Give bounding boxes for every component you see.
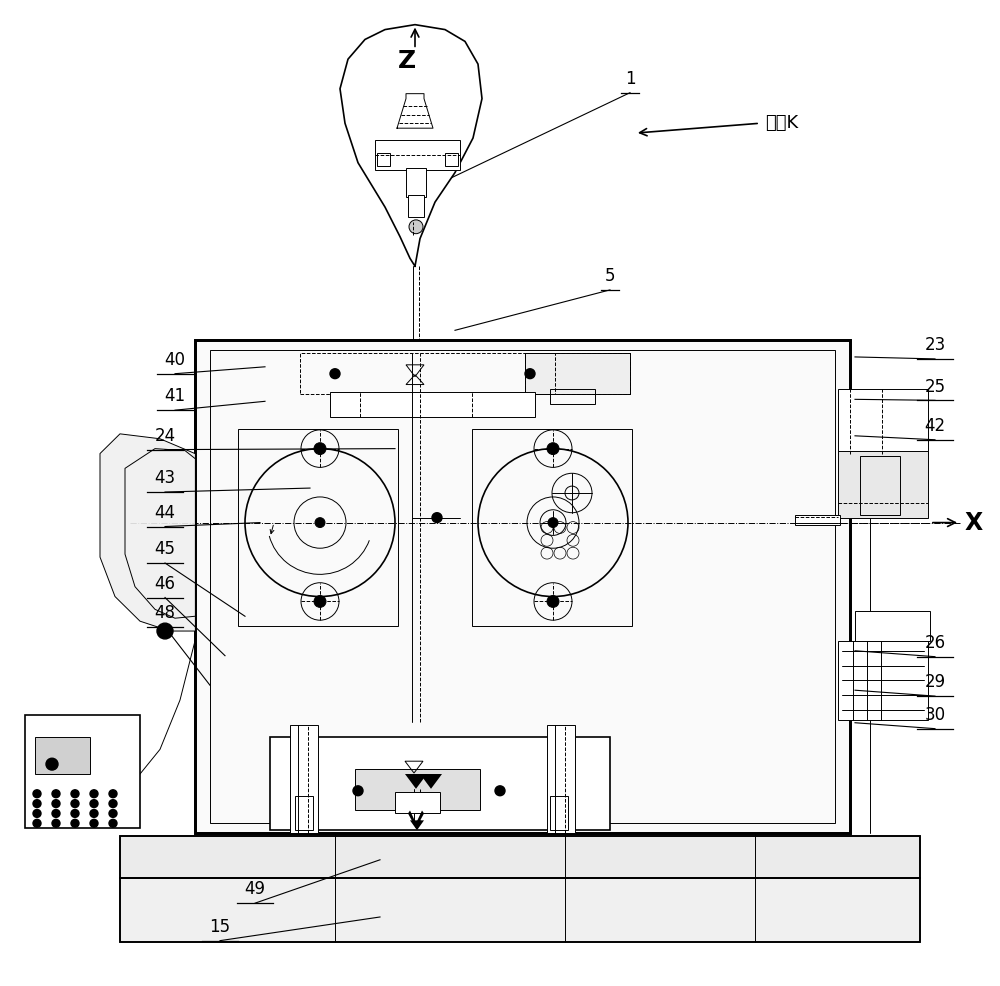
Circle shape [52,790,60,798]
Bar [355,769,480,810]
Bar [406,168,426,197]
Bar [25,715,140,828]
Circle shape [90,819,98,827]
Circle shape [157,623,173,639]
Circle shape [33,790,41,798]
Bar [120,878,920,942]
Circle shape [46,758,58,770]
Text: 29: 29 [924,673,946,691]
Bar [408,195,424,217]
Text: 局部K: 局部K [765,114,798,132]
Bar [525,353,630,394]
Text: 30: 30 [924,706,946,724]
Circle shape [109,800,117,808]
Bar [838,641,928,720]
Polygon shape [405,774,427,789]
Circle shape [71,819,79,827]
Circle shape [314,596,326,607]
Bar [35,737,90,774]
Circle shape [525,369,535,379]
Circle shape [52,800,60,808]
Bar [330,392,535,417]
Bar [860,456,900,515]
Circle shape [109,790,117,798]
Text: 48: 48 [154,604,176,622]
Text: 15: 15 [209,918,231,936]
Circle shape [109,819,117,827]
Bar [195,340,850,833]
Circle shape [353,786,363,796]
Text: 5: 5 [605,267,615,285]
Polygon shape [420,774,442,789]
Polygon shape [100,434,195,631]
Polygon shape [410,820,424,830]
Text: 26: 26 [924,634,946,652]
Bar [120,878,920,942]
Bar [395,792,440,813]
Circle shape [52,819,60,827]
Bar [210,350,835,823]
Bar [120,836,920,878]
Bar [195,340,850,833]
Polygon shape [397,94,433,128]
Circle shape [71,790,79,798]
Circle shape [90,790,98,798]
Text: 1: 1 [625,70,635,88]
Bar [550,796,568,830]
Text: 45: 45 [154,540,176,558]
Bar [855,611,930,641]
Circle shape [314,443,326,455]
Bar [375,140,460,170]
Circle shape [90,800,98,808]
Circle shape [409,220,423,234]
Bar [238,429,398,626]
Polygon shape [340,25,482,266]
Text: Z: Z [398,49,416,73]
Text: 43: 43 [154,469,176,487]
Text: 49: 49 [244,880,266,898]
Bar [547,725,575,833]
Bar [795,515,840,525]
Circle shape [33,819,41,827]
Polygon shape [408,810,424,828]
Circle shape [330,369,340,379]
Bar [472,429,632,626]
Text: 42: 42 [924,417,946,435]
Bar [525,353,630,394]
Circle shape [315,518,325,528]
Bar [300,353,555,394]
Circle shape [547,443,559,455]
Text: 25: 25 [924,378,946,395]
Bar [550,389,595,404]
Text: X: X [965,511,983,534]
Circle shape [548,518,558,528]
Circle shape [33,810,41,817]
Circle shape [71,800,79,808]
Circle shape [90,810,98,817]
Bar [295,796,313,830]
Bar [290,725,318,833]
Text: 23: 23 [924,336,946,354]
Bar [838,389,928,454]
Circle shape [432,513,442,523]
Bar [270,737,610,830]
Text: 41: 41 [164,387,186,405]
Text: 44: 44 [154,504,176,522]
Bar [838,451,928,518]
Circle shape [52,810,60,817]
Bar [120,836,920,878]
Circle shape [109,810,117,817]
Circle shape [495,786,505,796]
Circle shape [547,596,559,607]
Text: 46: 46 [154,575,176,593]
Bar [377,153,390,166]
Bar [445,153,458,166]
Circle shape [33,800,41,808]
Text: 40: 40 [164,351,186,369]
Circle shape [71,810,79,817]
Text: 24: 24 [154,427,176,445]
